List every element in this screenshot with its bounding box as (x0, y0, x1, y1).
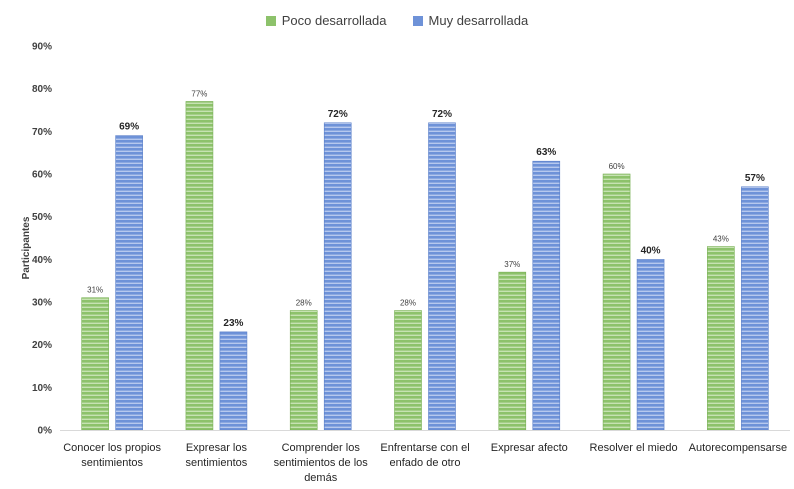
legend-swatch-poco (265, 15, 276, 26)
category-label: Expresar afecto (491, 442, 568, 454)
bar-muy-desarrollada (115, 135, 143, 431)
data-label: 72% (328, 109, 348, 120)
category-label: Comprender los sentimientos de los demás (274, 442, 369, 484)
legend-label-muy: Muy desarrollada (428, 13, 529, 28)
data-label: 43% (713, 235, 729, 244)
category-label: Resolver el miedo (590, 442, 678, 454)
data-label: 23% (223, 318, 243, 329)
y-tick-label: 40% (32, 255, 52, 266)
category-label-line: Expresar los (186, 442, 248, 454)
data-label: 63% (536, 147, 556, 158)
data-label: 28% (400, 299, 416, 308)
bar-muy-desarrollada (219, 331, 248, 431)
category-label-line: sentimientos (186, 457, 248, 469)
bar-muy-desarrollada (428, 122, 456, 431)
data-label: 31% (87, 286, 103, 295)
category-label-line: sentimientos de los (274, 457, 369, 469)
bar-muy-desarrollada (741, 186, 769, 431)
data-label: 72% (432, 109, 452, 120)
category-label: Conocer los propios sentimientos (63, 442, 161, 469)
y-tick-label: 50% (32, 212, 52, 223)
category-label-line: Conocer los propios (63, 442, 161, 454)
category-label: Expresar los sentimientos (186, 442, 248, 469)
data-label: 28% (296, 299, 312, 308)
legend: Poco desarrollada Muy desarrollada (0, 13, 794, 28)
y-tick-label: 60% (32, 170, 52, 181)
legend-item-poco: Poco desarrollada (265, 13, 387, 28)
data-label: 60% (609, 162, 625, 171)
y-tick-label: 80% (32, 84, 52, 95)
legend-swatch-muy (412, 15, 423, 26)
category-label-line: sentimientos (81, 457, 143, 469)
bar-poco-desarrollada (707, 246, 735, 431)
legend-label-poco: Poco desarrollada (281, 13, 387, 28)
y-tick-label: 10% (32, 383, 52, 394)
bars: 31% 69% 77% 23% 28% 72% 28% 72% 37% 63% 60% 40% 43% 5… (81, 89, 769, 431)
y-axis-label: Participantes (21, 216, 32, 279)
category-label-line: Autorecompensarse (689, 442, 787, 454)
y-axis: 0% 10% 20% 30% 40% 50% 60% 70% 80% 90% Participant… (21, 42, 52, 437)
y-tick-label: 70% (32, 127, 52, 138)
data-label: 40% (641, 245, 661, 256)
category-label-line: enfado de otro (390, 457, 461, 469)
bar-poco-desarrollada (602, 173, 631, 431)
y-tick-label: 30% (32, 298, 52, 309)
bar-poco-desarrollada (394, 310, 422, 431)
y-tick-label: 20% (32, 340, 52, 351)
data-label: 37% (504, 260, 520, 269)
bar-muy-desarrollada (323, 122, 352, 431)
legend-item-muy: Muy desarrollada (412, 13, 529, 28)
data-label: 77% (191, 89, 207, 98)
y-tick-label: 90% (32, 42, 52, 53)
category-label-line: Comprender los (282, 442, 361, 454)
category-label-line: Enfrentarse con el (380, 442, 469, 454)
bar-poco-desarrollada (81, 297, 109, 431)
y-tick-label: 0% (38, 426, 53, 437)
category-label-line: Expresar afecto (491, 442, 568, 454)
category-label-line: demás (304, 472, 338, 484)
bar-poco-desarrollada (498, 271, 527, 431)
bar-muy-desarrollada (532, 160, 561, 431)
category-label: Autorecompensarse (689, 442, 787, 454)
bar-poco-desarrollada (289, 310, 318, 431)
data-label: 57% (745, 173, 765, 184)
bar-poco-desarrollada (185, 101, 214, 431)
category-label: Enfrentarse con el enfado de otro (380, 442, 469, 469)
category-label-line: Resolver el miedo (590, 442, 678, 454)
x-axis: Conocer los propios sentimientosExpresar … (60, 430, 790, 484)
bar-muy-desarrollada (636, 259, 665, 431)
data-label: 69% (119, 122, 139, 133)
